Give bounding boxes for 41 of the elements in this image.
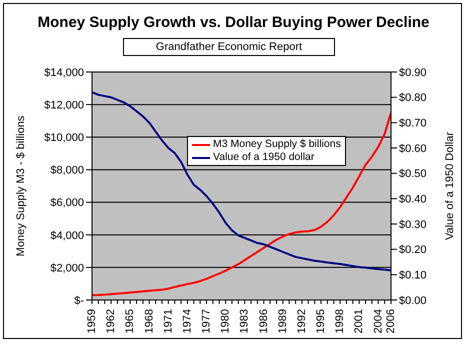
x-tick-label: 1968 bbox=[143, 309, 156, 334]
chart-title: Money Supply Growth vs. Dollar Buying Power Decline bbox=[36, 14, 430, 31]
x-tick-label: 1974 bbox=[181, 309, 194, 334]
y2-tick-label: $0.00 bbox=[399, 294, 427, 307]
y-tick-label: $12,000 bbox=[44, 99, 84, 112]
x-tick-label: 2004 bbox=[372, 309, 384, 334]
x-tick-label: 1971 bbox=[162, 309, 174, 334]
x-tick-label: 2001 bbox=[353, 309, 366, 334]
x-tick-label: 1977 bbox=[200, 309, 213, 334]
y2-tick-label: $0.10 bbox=[399, 270, 427, 282]
x-tick-label: 1980 bbox=[220, 309, 232, 334]
chart-subtitle: Grandfather Economic Report bbox=[123, 38, 335, 56]
x-tick-label: 1962 bbox=[105, 309, 118, 334]
y-tick-label: $4,000 bbox=[50, 230, 84, 242]
y2-tick-label: $0.90 bbox=[399, 66, 427, 79]
x-tick-label: 1992 bbox=[296, 309, 308, 334]
y-tick-label: $2,000 bbox=[50, 262, 84, 274]
y2-tick-label: $0.60 bbox=[399, 142, 427, 155]
y-tick-label: $8,000 bbox=[50, 164, 84, 177]
x-tick-label: 1959 bbox=[86, 309, 98, 334]
y-tick-label: $10,000 bbox=[44, 132, 84, 144]
x-tick-label: 1998 bbox=[334, 309, 346, 334]
x-tick-label: 1965 bbox=[124, 309, 136, 334]
legend-label: Value of a 1950 dollar bbox=[213, 151, 314, 164]
x-tick-label: 1983 bbox=[238, 309, 251, 334]
y2-tick-label: $0.50 bbox=[399, 168, 427, 180]
y-tick-label: $- bbox=[74, 294, 84, 307]
y2-tick-label: $0.20 bbox=[399, 244, 427, 256]
y2-tick-label: $0.40 bbox=[399, 194, 427, 206]
x-tick-label: 2006 bbox=[385, 309, 397, 334]
legend-label: M3 Money Supply $ billions bbox=[213, 138, 341, 151]
y-tick-label: $6,000 bbox=[50, 197, 84, 210]
y-axis-title: Money Supply M3 - $ billions bbox=[14, 115, 27, 256]
x-tick-label: 1986 bbox=[258, 309, 270, 334]
y2-tick-label: $0.30 bbox=[399, 218, 427, 231]
x-tick-label: 1995 bbox=[315, 309, 328, 334]
y-tick-label: $14,000 bbox=[44, 66, 84, 79]
y2-tick-label: $0.80 bbox=[399, 92, 427, 104]
y2-tick-label: $0.70 bbox=[399, 118, 427, 130]
y2-axis-title: Value of a 1950 Dollar bbox=[444, 132, 456, 240]
x-tick-label: 1989 bbox=[276, 309, 289, 334]
